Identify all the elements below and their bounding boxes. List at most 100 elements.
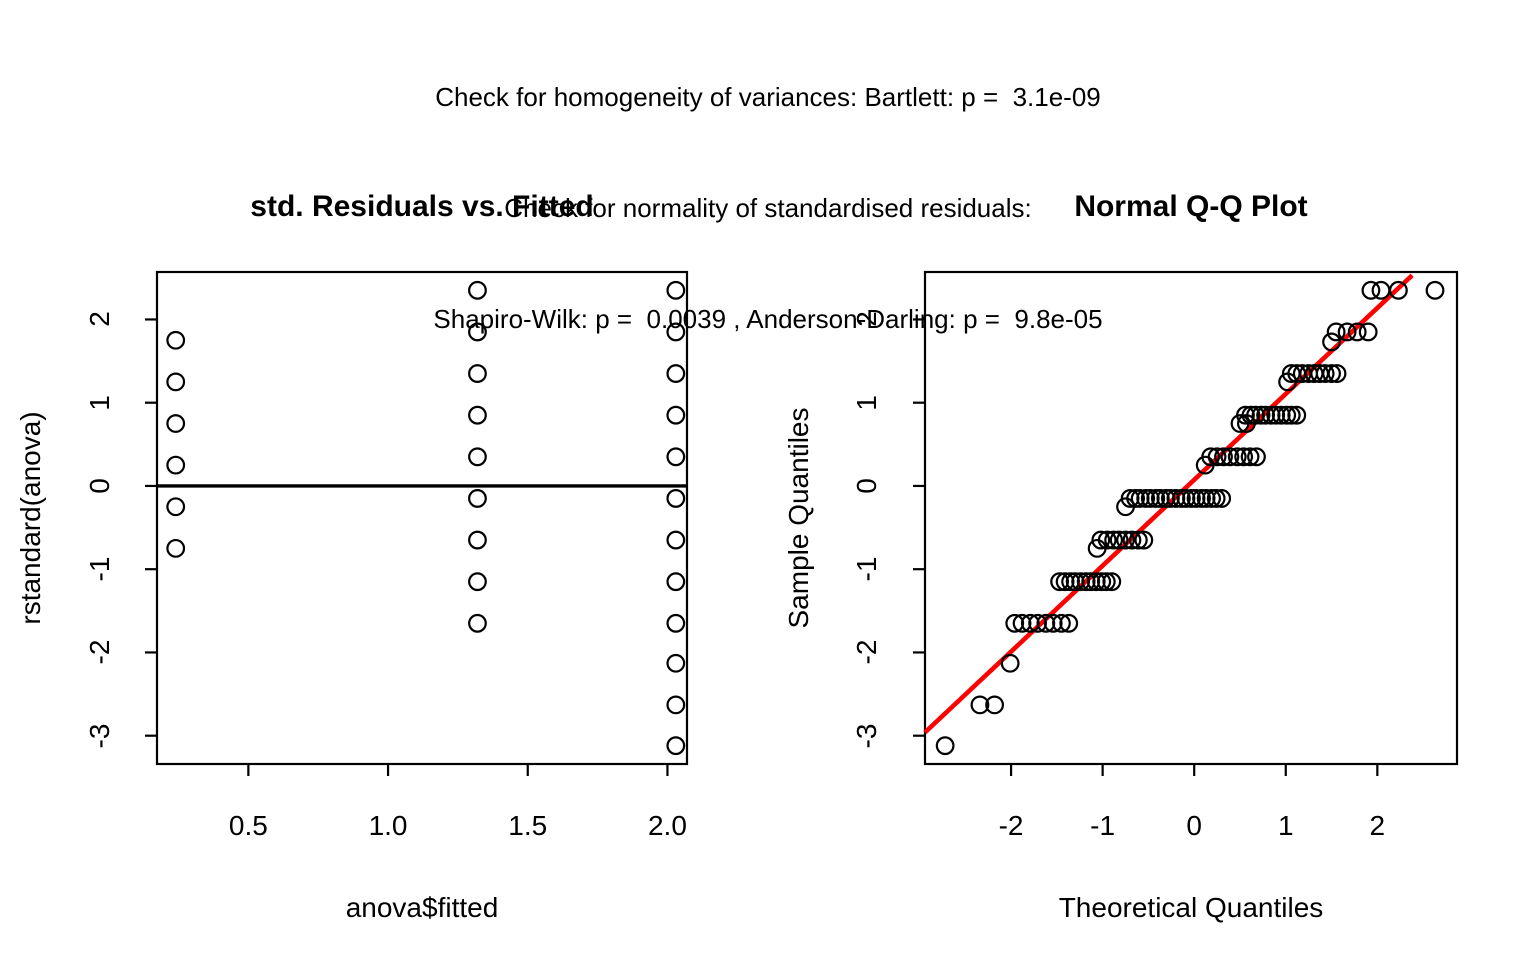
data-point — [1087, 538, 1107, 558]
data-point — [1327, 364, 1347, 383]
data-point — [1326, 322, 1346, 342]
data-point — [1102, 572, 1122, 592]
data-point — [1277, 405, 1297, 425]
data-point — [1116, 497, 1135, 517]
data-point — [1116, 530, 1135, 550]
data-point — [970, 695, 990, 715]
y-tick-label: 2 — [851, 311, 882, 328]
x-tick-label: 1.0 — [368, 810, 408, 841]
left-x-axis-label: anova$fitted — [345, 892, 499, 923]
data-point — [1240, 447, 1260, 467]
data-point — [935, 736, 955, 756]
x-tick-label: 2 — [1369, 810, 1386, 841]
qq-plot-title: Normal Q-Q Plot — [1074, 190, 1308, 223]
data-point — [468, 405, 487, 425]
data-point — [1092, 572, 1112, 592]
x-tick-label: 1.5 — [508, 810, 548, 841]
data-point — [1281, 405, 1301, 425]
data-point — [1134, 530, 1154, 550]
data-point — [1230, 414, 1250, 433]
data-point — [1425, 280, 1445, 300]
data-point — [1192, 489, 1211, 508]
data-point — [1278, 372, 1298, 392]
data-point — [1122, 530, 1142, 550]
data-point — [1371, 280, 1391, 300]
data-point — [666, 405, 686, 425]
x-tick-label: 2.0 — [647, 810, 687, 841]
data-point — [1347, 322, 1367, 342]
data-point — [1220, 447, 1240, 467]
y-tick-label: 1 — [84, 394, 115, 411]
data-point — [1091, 530, 1111, 550]
data-point — [166, 372, 186, 392]
data-point — [1182, 489, 1201, 508]
y-tick-label: 0 — [84, 478, 115, 494]
test-results-header: Check for homogeneity of variances: Bart… — [0, 5, 1536, 412]
data-point — [1388, 280, 1408, 300]
data-point — [666, 736, 686, 756]
data-point — [1171, 489, 1191, 508]
y-tick-label: -3 — [851, 723, 882, 749]
data-point — [166, 330, 186, 350]
y-tick-label: -2 — [84, 639, 115, 665]
plot-box — [155, 270, 689, 766]
data-point — [1247, 447, 1266, 467]
data-point — [1251, 405, 1271, 425]
data-point — [1206, 489, 1226, 508]
x-tick-label: 0.5 — [228, 810, 268, 841]
data-point — [1361, 280, 1381, 300]
data-point — [1109, 530, 1129, 550]
data-point — [1096, 572, 1116, 592]
data-point — [666, 613, 686, 633]
data-point — [985, 695, 1004, 715]
data-point — [666, 364, 686, 383]
data-point — [666, 322, 686, 342]
data-point — [468, 280, 487, 300]
data-point — [1322, 364, 1341, 383]
data-point — [1202, 489, 1222, 508]
data-point — [468, 530, 487, 550]
data-point — [468, 489, 487, 508]
data-point — [1212, 489, 1232, 508]
data-point — [666, 695, 686, 715]
data-point — [1059, 613, 1079, 633]
data-point — [166, 455, 186, 475]
data-point — [666, 280, 686, 300]
data-point — [468, 364, 487, 383]
y-tick-label: -3 — [84, 723, 115, 749]
data-point — [468, 572, 487, 592]
residuals-vs-fitted-title: std. Residuals vs. Fitted — [250, 190, 594, 223]
data-point — [1236, 414, 1256, 433]
data-point — [1052, 613, 1071, 633]
right-x-axis-label: Theoretical Quantiles — [1058, 892, 1324, 923]
data-point — [666, 572, 686, 592]
data-point — [1146, 489, 1166, 508]
data-point — [166, 538, 186, 558]
y-tick-label: 1 — [851, 394, 882, 411]
bartlett-test-line: Check for homogeneity of variances: Bart… — [435, 82, 1101, 112]
data-point — [468, 447, 487, 467]
x-tick-label: -1 — [1090, 810, 1116, 841]
data-point — [1287, 405, 1307, 425]
data-point — [1000, 653, 1020, 673]
data-point — [1136, 489, 1156, 508]
data-point — [666, 489, 686, 508]
data-point — [166, 497, 186, 517]
data-point — [1227, 447, 1247, 467]
x-tick-label: 0 — [1186, 810, 1202, 841]
y-tick-label: -1 — [84, 556, 115, 582]
y-tick-label: -2 — [851, 639, 882, 665]
normality-check-line: Check for normality of standardised resi… — [504, 193, 1032, 223]
data-point — [1214, 447, 1233, 467]
x-tick-label: 1 — [1277, 810, 1294, 841]
y-tick-label: 0 — [851, 478, 882, 494]
data-point — [1104, 530, 1124, 550]
data-point — [1322, 332, 1341, 352]
data-point — [1315, 364, 1335, 383]
data-point — [1337, 322, 1357, 342]
data-point — [666, 530, 686, 550]
data-point — [1358, 322, 1378, 342]
data-point — [1234, 447, 1254, 467]
